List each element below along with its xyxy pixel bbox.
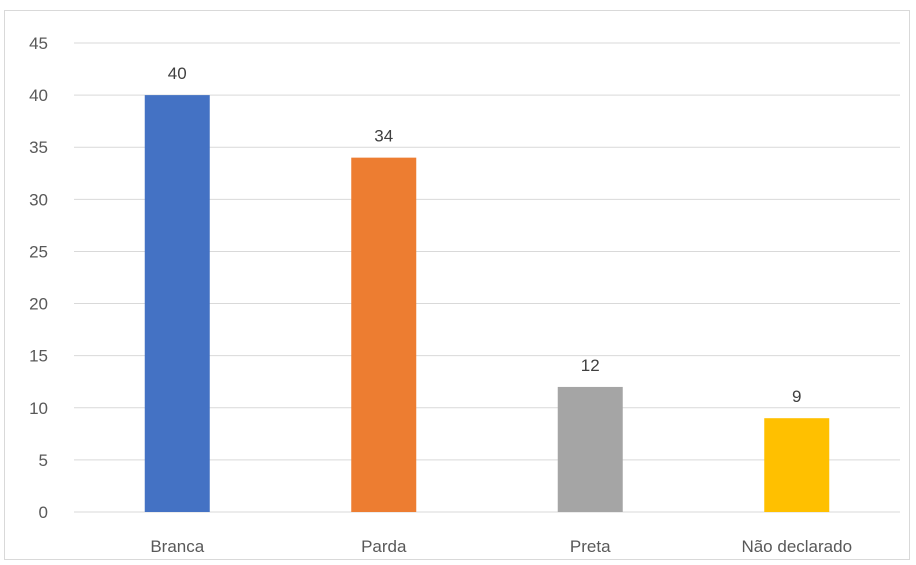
y-tick-label-5: 5 [39, 451, 48, 470]
bar-preta [557, 386, 623, 512]
data-labels: 40 34 12 9 [168, 64, 802, 406]
data-label-preta: 12 [581, 356, 600, 375]
data-label-branca: 40 [168, 64, 187, 83]
data-label-parda: 34 [374, 127, 393, 146]
x-tick-label-branca: Branca [150, 537, 204, 556]
x-tick-label-não-declarado: Não declarado [741, 537, 852, 556]
bar-branca [144, 95, 210, 512]
gridlines [74, 42, 900, 513]
bar-não-declarado [764, 418, 830, 512]
y-axis-tick-labels: 0 5 10 15 20 25 30 35 40 45 [29, 34, 48, 522]
y-tick-label-25: 25 [29, 242, 48, 261]
y-tick-label-45: 45 [29, 34, 48, 53]
data-label-não-declarado: 9 [792, 387, 801, 406]
y-tick-label-0: 0 [39, 503, 48, 522]
bar-parda [351, 157, 417, 512]
x-tick-label-parda: Parda [361, 537, 407, 556]
x-axis-tick-labels: Branca Parda Preta Não declarado [150, 537, 852, 556]
y-tick-label-40: 40 [29, 86, 48, 105]
y-tick-label-15: 15 [29, 347, 48, 366]
y-tick-label-20: 20 [29, 295, 48, 314]
x-tick-label-preta: Preta [570, 537, 611, 556]
y-tick-label-10: 10 [29, 399, 48, 418]
y-tick-label-35: 35 [29, 138, 48, 157]
bars [144, 95, 830, 512]
y-tick-label-30: 30 [29, 190, 48, 209]
